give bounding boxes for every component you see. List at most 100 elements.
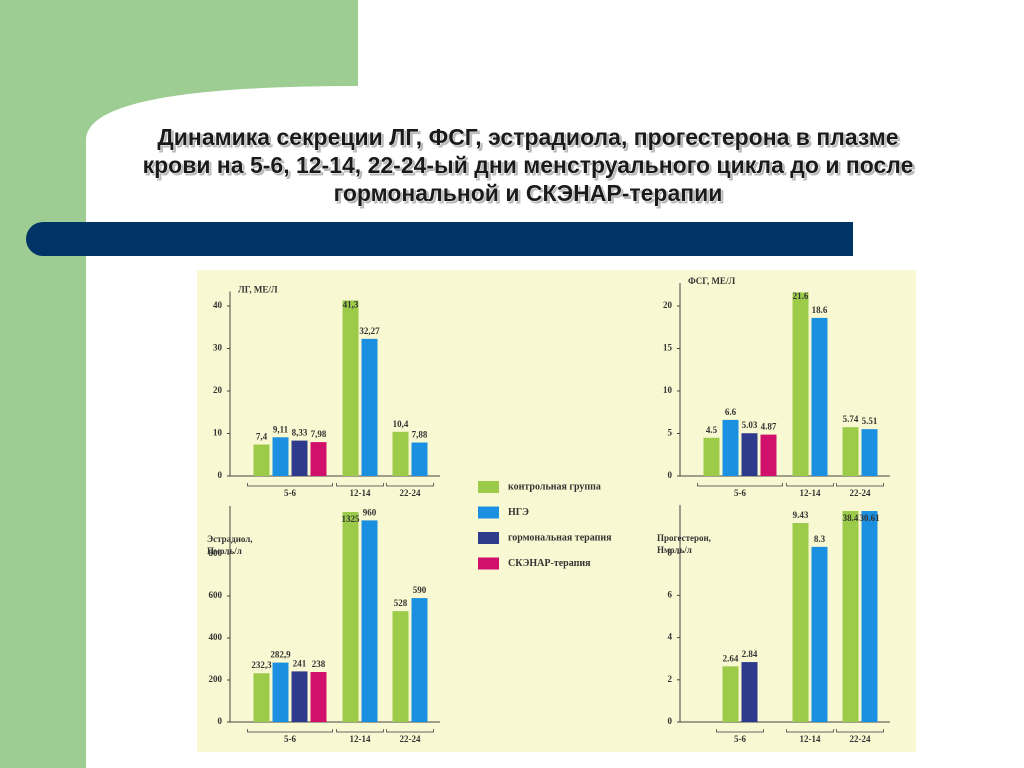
legend-label: контрольная группа bbox=[508, 481, 601, 492]
y-tick-label: 8 bbox=[668, 547, 673, 557]
bar bbox=[741, 662, 758, 722]
x-tick-label: 12-14 bbox=[350, 734, 371, 744]
bar bbox=[272, 437, 289, 476]
legend-swatch bbox=[478, 506, 499, 519]
green-top bbox=[0, 0, 358, 86]
x-tick-label: 5-6 bbox=[284, 488, 296, 498]
value-label: 30.61 bbox=[859, 513, 880, 523]
category-bracket bbox=[836, 729, 884, 733]
y-tick-label: 5 bbox=[668, 428, 673, 438]
x-tick-label: 12-14 bbox=[800, 734, 821, 744]
value-label: 38.4 bbox=[843, 513, 859, 523]
bar bbox=[342, 512, 359, 722]
title-line: гормональной и СКЭНАР-терапии bbox=[334, 180, 723, 206]
value-label: 8.3 bbox=[814, 534, 826, 544]
value-label: 7,98 bbox=[311, 429, 327, 439]
bar bbox=[792, 292, 809, 476]
category-bracket bbox=[336, 483, 384, 487]
y-tick-label: 4 bbox=[668, 632, 673, 642]
value-label: 2.84 bbox=[742, 649, 758, 659]
value-label: 590 bbox=[413, 585, 427, 595]
legend-swatch bbox=[478, 557, 499, 570]
value-label: 9.43 bbox=[793, 510, 809, 520]
y-tick-label: 6 bbox=[668, 589, 673, 599]
y-axis-label: ЛГ, МЕ/Л bbox=[238, 285, 278, 295]
legend-swatch bbox=[478, 532, 499, 544]
value-label: 6.6 bbox=[725, 407, 737, 417]
value-label: 238 bbox=[312, 659, 326, 669]
x-tick-label: 5-6 bbox=[734, 488, 746, 498]
y-tick-label: 20 bbox=[663, 300, 673, 310]
value-label: 5.74 bbox=[843, 414, 859, 424]
bar bbox=[342, 300, 359, 476]
bar bbox=[741, 433, 758, 476]
value-label: 4.5 bbox=[706, 425, 718, 435]
value-label: 1325 bbox=[342, 514, 361, 524]
bar bbox=[291, 671, 308, 722]
y-tick-label: 10 bbox=[213, 428, 223, 438]
value-label: 2.64 bbox=[723, 653, 739, 663]
category-bracket bbox=[386, 729, 434, 733]
value-label: 282,9 bbox=[270, 650, 291, 660]
value-label: 5.03 bbox=[742, 420, 758, 430]
x-tick-label: 22-24 bbox=[400, 488, 421, 498]
y-tick-label: 0 bbox=[218, 716, 223, 726]
x-tick-label: 12-14 bbox=[350, 488, 371, 498]
y-tick-label: 40 bbox=[213, 300, 223, 310]
legend-label: СКЭНАР-терапия bbox=[508, 558, 591, 569]
bar bbox=[272, 662, 289, 722]
bar bbox=[811, 546, 828, 722]
category-bracket bbox=[336, 729, 384, 733]
bar bbox=[253, 673, 270, 722]
legend-label: НГЭ bbox=[508, 507, 529, 518]
category-bracket bbox=[386, 483, 434, 487]
y-axis-label: Пмоль/л bbox=[207, 546, 242, 556]
value-label: 21.6 bbox=[793, 291, 809, 301]
y-tick-label: 200 bbox=[209, 674, 223, 684]
y-tick-label: 0 bbox=[668, 470, 673, 480]
bar bbox=[861, 429, 878, 476]
y-tick-label: 600 bbox=[209, 590, 223, 600]
value-label: 232,3 bbox=[251, 660, 272, 670]
y-tick-label: 400 bbox=[209, 632, 223, 642]
title-line: крови на 5-6, 12-14, 22-24-ый дни менстр… bbox=[143, 152, 914, 178]
title-bar bbox=[26, 222, 853, 256]
y-axis-label: Нмоль/л bbox=[657, 545, 692, 555]
value-label: 5.51 bbox=[862, 416, 878, 426]
category-bracket bbox=[786, 483, 834, 487]
y-tick-label: 0 bbox=[668, 716, 673, 726]
y-tick-label: 10 bbox=[663, 385, 673, 395]
green-strip bbox=[0, 0, 86, 768]
category-bracket bbox=[247, 729, 333, 733]
bar bbox=[291, 440, 308, 476]
value-label: 528 bbox=[394, 598, 408, 608]
bar bbox=[861, 511, 878, 722]
x-tick-label: 5-6 bbox=[734, 734, 746, 744]
bar bbox=[361, 520, 378, 722]
bar bbox=[361, 338, 378, 476]
bar bbox=[811, 317, 828, 476]
value-label: 960 bbox=[363, 507, 377, 517]
x-tick-label: 5-6 bbox=[284, 734, 296, 744]
value-label: 10,4 bbox=[393, 419, 409, 429]
value-label: 241 bbox=[293, 658, 307, 668]
x-tick-label: 22-24 bbox=[850, 734, 871, 744]
category-bracket bbox=[247, 483, 333, 487]
category-bracket bbox=[697, 483, 783, 487]
bar bbox=[792, 523, 809, 722]
value-label: 18.6 bbox=[812, 305, 828, 315]
category-bracket bbox=[836, 483, 884, 487]
bar bbox=[310, 672, 327, 722]
value-label: 7,88 bbox=[412, 430, 428, 440]
bar bbox=[842, 427, 859, 476]
bar bbox=[760, 434, 777, 476]
y-axis-label: Эстрадиол, bbox=[207, 534, 253, 544]
bar bbox=[842, 511, 859, 722]
value-label: 41,3 bbox=[343, 300, 359, 310]
y-tick-label: 15 bbox=[663, 343, 673, 353]
bar bbox=[722, 419, 739, 476]
legend-label: гормональная терапия bbox=[508, 532, 612, 543]
bar bbox=[392, 611, 409, 722]
y-tick-label: 2 bbox=[668, 674, 673, 684]
